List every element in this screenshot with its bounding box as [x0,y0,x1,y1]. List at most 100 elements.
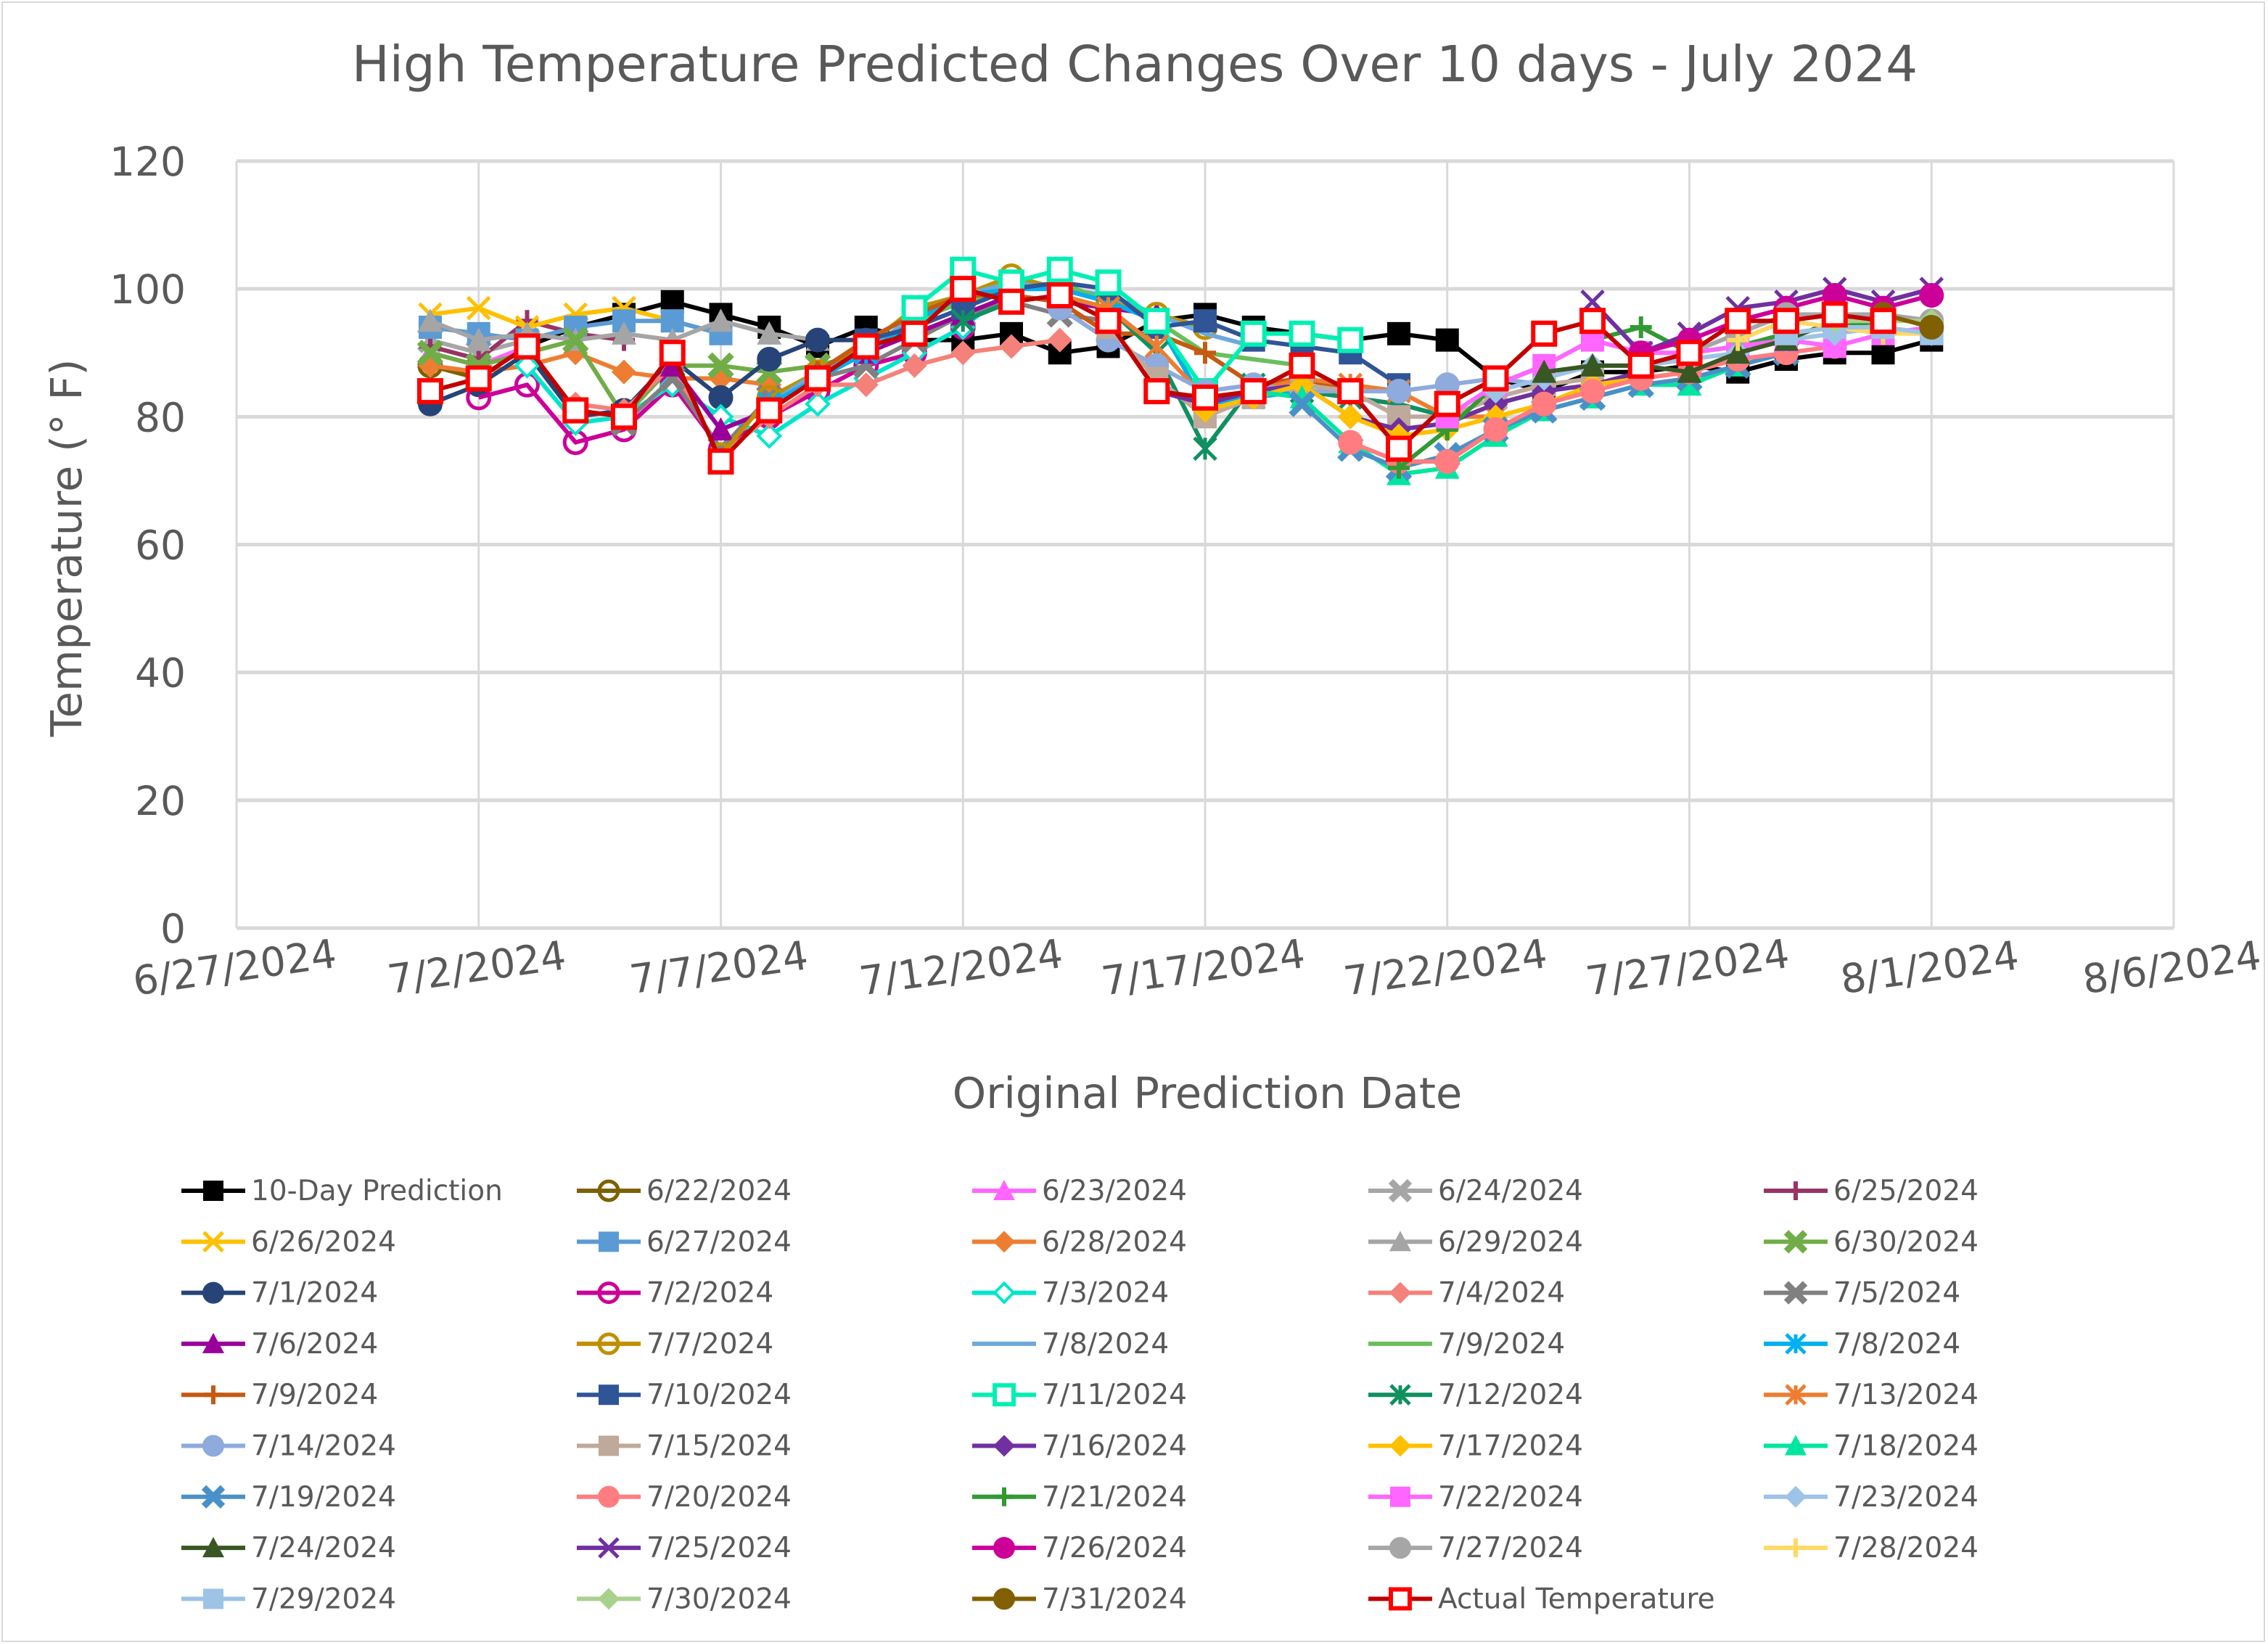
data-point [1725,340,1751,364]
legend-label: 7/6/2024 [251,1328,378,1361]
legend-item: 7/15/2024 [577,1430,792,1463]
legend-item: 7/24/2024 [181,1532,396,1564]
legend-marker [1786,1538,1805,1558]
legend-label: 7/31/2024 [1042,1583,1187,1615]
data-point [659,340,686,366]
legend-item: 7/3/2024 [972,1277,1169,1310]
legend-item: 6/23/2024 [972,1175,1187,1207]
legend-label: 6/30/2024 [1833,1226,1979,1258]
legend-item: 6/27/2024 [577,1226,792,1258]
legend-item: 7/22/2024 [1368,1481,1583,1514]
legend-marker [202,1332,224,1353]
data-point [1630,316,1652,339]
data-point [708,417,734,440]
legend-item: 7/25/2024 [577,1532,792,1564]
legend-item: 6/24/2024 [1368,1175,1583,1207]
series-line [913,267,1351,394]
legend-marker [1388,1178,1413,1203]
legend-item: 7/14/2024 [181,1430,396,1463]
data-point [1289,352,1315,379]
x-tick-label: 7/27/2024 [1583,930,1792,1005]
legend-marker [993,1231,1015,1253]
legend-label: 7/9/2024 [1438,1328,1565,1361]
x-tick-label: 7/17/2024 [1098,930,1307,1005]
legend-label: 7/14/2024 [251,1430,396,1463]
legend-item: 7/8/2024 [1764,1328,1960,1361]
legend-marker [202,1281,224,1304]
data-point [514,353,541,379]
legend-item: Actual Temperature [1368,1583,1715,1615]
legend-item: 7/12/2024 [1368,1379,1583,1411]
data-point [707,352,734,380]
legend-marker [993,1281,1016,1305]
legend-item: 7/9/2024 [181,1379,378,1411]
data-point [611,403,637,430]
y-tick-label: 60 [135,522,186,569]
data-point [1387,405,1410,429]
legend-marker [1389,1435,1411,1457]
legend-item: 7/23/2024 [1764,1481,1979,1514]
data-point [612,321,636,345]
legend-marker [1389,1281,1411,1304]
legend-item: 7/28/2024 [1764,1532,1979,1564]
data-point [466,295,491,321]
data-point [418,308,443,332]
legend-item: 7/16/2024 [972,1430,1187,1463]
legend-item: 7/5/2024 [1764,1277,1960,1310]
legend: 10-Day Prediction 6/22/2024 6/23/2024 6/24/… [181,1175,1979,1615]
legend-label: 7/25/2024 [646,1532,792,1564]
legend-label: 7/8/2024 [1042,1328,1169,1361]
chart-title: High Temperature Predicted Changes Over … [352,36,1918,94]
legend-marker [201,1485,226,1509]
series-line [1786,325,1932,336]
x-tick-label: 7/2/2024 [385,932,569,1003]
data-point [1337,378,1364,405]
y-tick-label: 80 [135,394,186,440]
legend-item: 7/13/2024 [1764,1379,1979,1411]
legend-label: 7/15/2024 [646,1430,792,1463]
legend-item: 7/27/2024 [1368,1532,1583,1564]
legend-label: 7/27/2024 [1438,1532,1583,1564]
legend-item: 7/31/2024 [972,1583,1187,1615]
data-point [757,347,782,372]
data-point [950,308,976,333]
legend-marker [597,1179,620,1202]
legend-label: 7/21/2024 [1042,1481,1187,1514]
y-tick-label: 120 [110,139,186,185]
legend-marker [202,1537,224,1558]
data-point [1580,353,1605,377]
legend-item: 7/9/2024 [1368,1328,1565,1361]
data-point [1580,379,1605,404]
legend-item: 10-Day Prediction [181,1175,503,1207]
data-point [1773,308,1799,335]
data-point [1337,327,1364,353]
data-point [612,359,636,385]
data-point [1047,327,1072,353]
data-point [1193,436,1217,461]
legend-item: 7/1/2024 [181,1277,378,1310]
legend-label: 7/8/2024 [1833,1328,1960,1361]
data-point [562,397,589,424]
legend-marker [993,1588,1015,1610]
legend-marker [1783,1281,1808,1305]
data-point [852,333,879,360]
legend-marker [202,1231,224,1253]
data-point [1194,342,1216,364]
legend-label: Actual Temperature [1438,1583,1715,1615]
data-point [1871,341,1895,365]
data-point [756,397,783,424]
legend-item: 7/19/2024 [181,1481,396,1514]
data-point [1627,352,1654,379]
data-point [1434,390,1460,417]
legend-item: 6/26/2024 [181,1226,396,1258]
data-point [805,390,831,417]
y-axis-title: Temperature (° F) [41,359,91,738]
legend-marker [1785,1333,1807,1355]
legend-label: 6/26/2024 [251,1226,396,1258]
data-point [1870,308,1897,335]
legend-label: 6/29/2024 [1438,1226,1583,1258]
legend-marker [599,1384,619,1406]
data-point [417,378,443,405]
